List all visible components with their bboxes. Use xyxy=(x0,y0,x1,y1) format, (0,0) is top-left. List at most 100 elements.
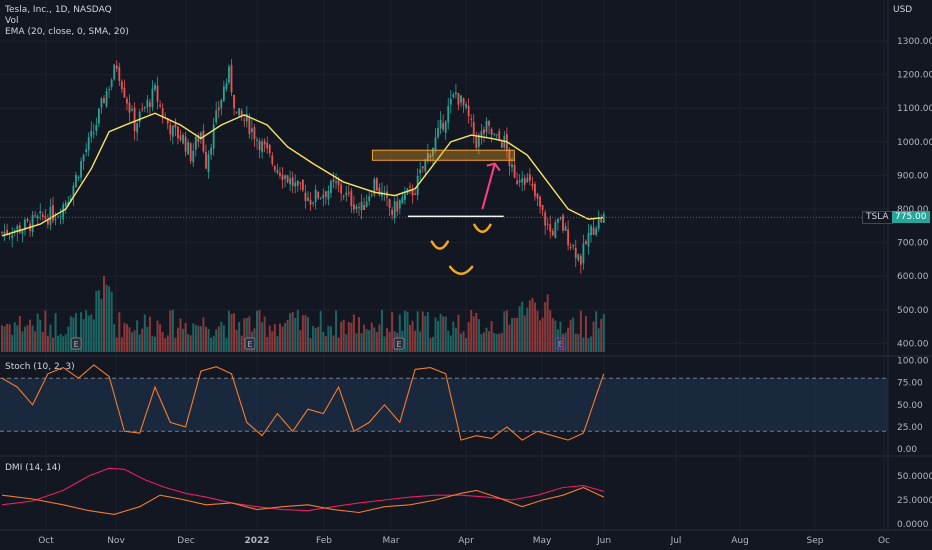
volume-bar xyxy=(8,324,11,352)
candle-body xyxy=(171,125,174,137)
volume-bar xyxy=(406,311,409,352)
volume-bar xyxy=(546,294,549,352)
volume-bar xyxy=(171,309,174,352)
time-axis[interactable]: Oct Nov Dec 2022 Feb Mar Apr May Jun Jul Aug Sep Oc xyxy=(38,536,890,546)
candle-body xyxy=(324,191,327,197)
volume-bar xyxy=(233,313,236,352)
dmi-label[interactable]: DMI (14, 14) xyxy=(5,463,61,473)
candle-body xyxy=(202,130,205,152)
stoch-label[interactable]: Stoch (10, 2, 3) xyxy=(5,362,75,372)
volume-bar xyxy=(541,317,544,352)
candle-body xyxy=(304,192,307,202)
volume-bar xyxy=(335,310,338,352)
candle-body xyxy=(166,117,169,124)
candle-body xyxy=(113,64,116,80)
volume-bar xyxy=(52,337,54,352)
volume-bar xyxy=(256,310,258,352)
volume-bar xyxy=(444,316,447,352)
candle-body xyxy=(460,95,462,103)
volume-bar xyxy=(337,337,340,352)
volume-bar xyxy=(125,324,128,352)
candle-body xyxy=(370,194,373,196)
volume-bar xyxy=(567,327,570,352)
volume-bar xyxy=(212,335,215,352)
candle-body xyxy=(251,128,253,133)
earnings-marker[interactable]: E xyxy=(554,337,566,350)
candle-body xyxy=(511,164,513,168)
candle-body xyxy=(388,199,391,208)
candle-body xyxy=(337,178,340,186)
candle-body xyxy=(353,204,355,210)
volume-bar xyxy=(429,337,432,352)
candle-body xyxy=(564,226,567,231)
candle-body xyxy=(184,136,187,152)
candle-body xyxy=(57,216,59,218)
volume-bar xyxy=(322,331,325,352)
candle-body xyxy=(54,219,57,221)
time-tick-label: Apr xyxy=(458,536,474,546)
volume-bar xyxy=(49,324,52,352)
candle-body xyxy=(138,111,141,122)
stoch-tick-label: 0.00 xyxy=(897,445,917,455)
candle-body xyxy=(526,177,529,183)
stoch-pane: 0.00 25.00 50.00 75.00 100.00 xyxy=(0,357,929,455)
volume-bar xyxy=(477,319,480,352)
volume-bar xyxy=(332,335,335,352)
candle-body xyxy=(273,166,276,171)
volume-bar xyxy=(454,327,457,352)
volume-bar xyxy=(378,324,381,352)
candle-body xyxy=(62,204,65,220)
stoch-legend: Stoch (10, 2, 3) xyxy=(5,362,75,373)
volume-bar xyxy=(309,338,312,352)
price-axis[interactable]: 400.00 500.00 600.00 700.00 800.00 900.00 1000… xyxy=(897,37,932,349)
candle-body xyxy=(516,180,518,185)
ema-label[interactable]: EMA (20, close, 0, SMA, 20) xyxy=(5,27,129,37)
volume-bar xyxy=(174,337,177,352)
candle-body xyxy=(159,104,161,107)
candle-body xyxy=(281,175,284,180)
earnings-marker[interactable]: E xyxy=(70,337,82,350)
volume-bar xyxy=(225,338,228,352)
volume-bar xyxy=(187,334,190,352)
stoch-tick-label: 50.00 xyxy=(897,401,923,411)
candle-body xyxy=(358,206,360,208)
volume-bar xyxy=(118,312,121,352)
candle-body xyxy=(457,93,460,105)
volume-bar xyxy=(434,317,437,352)
earnings-marker[interactable]: E xyxy=(244,337,256,350)
candle-body xyxy=(521,178,524,183)
volume-bar xyxy=(368,330,371,352)
vol-label[interactable]: Vol xyxy=(5,16,19,26)
volume-bar xyxy=(577,333,580,352)
candle-body xyxy=(365,201,368,207)
time-tick-label: Dec xyxy=(177,536,194,546)
volume-bar xyxy=(159,324,162,352)
volume-bar xyxy=(87,315,90,352)
candle-body xyxy=(169,124,172,135)
volume-bar xyxy=(248,316,251,352)
candle-body xyxy=(434,137,437,150)
volume-bar xyxy=(539,320,542,352)
volume-bar xyxy=(26,325,29,352)
volume-bar xyxy=(600,318,603,352)
candle-body xyxy=(569,247,572,249)
volume-bar xyxy=(347,321,350,352)
candle-body xyxy=(98,108,100,124)
earnings-marker[interactable]: E xyxy=(393,337,405,350)
candle-body xyxy=(559,217,562,219)
volume-bar xyxy=(151,335,154,352)
volume-bar xyxy=(388,331,391,352)
symbol-title[interactable]: Tesla, Inc., 1D, NASDAQ xyxy=(5,5,112,15)
volume-bar xyxy=(227,310,230,352)
candle-body xyxy=(322,194,325,199)
candle-body xyxy=(567,229,569,246)
candle-body xyxy=(579,256,582,265)
candle-body xyxy=(587,233,590,247)
candle-body xyxy=(253,127,256,140)
volume-bar xyxy=(266,336,269,352)
price-tick-label: 1300.00 xyxy=(897,37,932,47)
volume-bar xyxy=(67,326,70,352)
candle-body xyxy=(342,195,345,198)
